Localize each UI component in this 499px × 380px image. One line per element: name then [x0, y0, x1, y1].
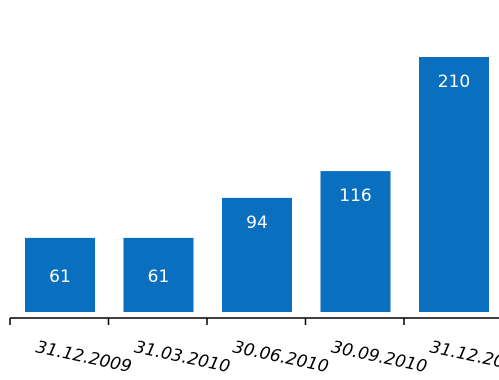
bar-30.09.2010 — [320, 171, 391, 312]
bar-value-label: 210 — [438, 72, 470, 92]
bar-31.03.2010 — [123, 237, 194, 312]
bar-value-label: 61 — [49, 267, 71, 287]
x-tick-label: 30.06.2010 — [231, 337, 330, 377]
bar-value-label: 61 — [148, 267, 170, 287]
x-tick-label: 31.12.2009 — [34, 337, 133, 377]
bars-group: 61 61 94 116 210 — [25, 57, 489, 312]
bar-31.12.2010 — [419, 57, 489, 312]
x-tick-labels: 31.12.2009 31.03.2010 30.06.2010 30.09.2010… — [34, 337, 499, 377]
bar-31.12.2009 — [25, 237, 95, 312]
bar-value-label: 116 — [339, 186, 371, 206]
x-tick-label: 31.12.2010 — [428, 337, 499, 377]
x-axis — [9, 317, 499, 325]
bar-value-label: 94 — [246, 213, 268, 233]
x-tick-label: 30.09.2010 — [329, 337, 428, 377]
bar-30.06.2010 — [222, 197, 292, 312]
x-tick-label: 31.03.2010 — [132, 337, 231, 377]
